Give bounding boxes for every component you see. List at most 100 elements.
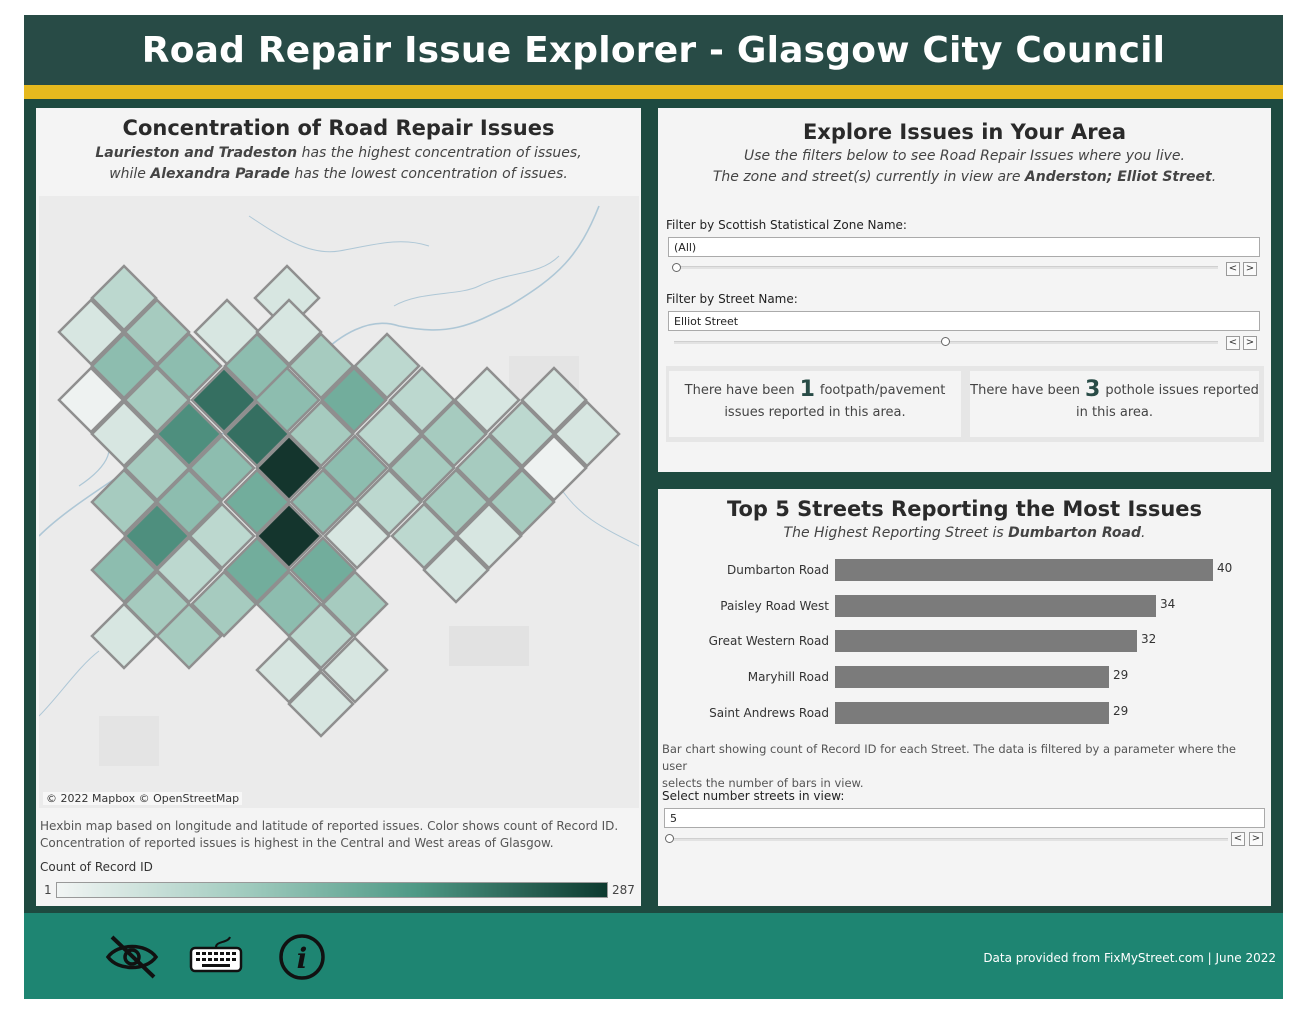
hexbin-cell[interactable] (223, 536, 291, 604)
street-filter-input[interactable]: Elliot Street (668, 311, 1260, 331)
hexbin-cell[interactable] (190, 570, 258, 638)
hexbin-cell[interactable] (388, 434, 456, 502)
hexbin-cell[interactable] (190, 366, 258, 434)
hexbin-cell[interactable] (90, 468, 158, 536)
hexbin-cell[interactable] (90, 602, 158, 670)
streets-count-next-button[interactable]: > (1249, 832, 1263, 846)
hexbin-cell[interactable] (287, 400, 355, 468)
hexbin-cell[interactable] (255, 434, 323, 502)
hexbin-cell[interactable] (289, 468, 357, 536)
bar[interactable] (835, 594, 1156, 617)
hexbin-cell[interactable] (553, 400, 621, 468)
hexbin-cell[interactable] (453, 366, 521, 434)
hexbin-cell[interactable] (355, 468, 423, 536)
hexbin-cell[interactable] (422, 536, 490, 604)
zone-filter-prev-button[interactable]: < (1226, 262, 1240, 276)
hexbin-cell[interactable] (255, 298, 323, 366)
hexbin-cell[interactable] (123, 298, 191, 366)
hexbin-cell[interactable] (223, 468, 291, 536)
hexbin-layer[interactable] (57, 264, 621, 738)
hexbin-cell[interactable] (488, 468, 556, 536)
hexbin-cell[interactable] (321, 570, 389, 638)
hexbin-cell[interactable] (57, 298, 125, 366)
map-attribution[interactable]: © 2022 Mapbox © OpenStreetMap (43, 792, 243, 805)
map-canvas[interactable] (39, 196, 639, 808)
zone-filter-slider-track[interactable] (674, 266, 1218, 269)
hexbin-cell[interactable] (90, 264, 158, 332)
bar-row[interactable]: Great Western Road 32 (658, 630, 1271, 653)
hide-eye-icon[interactable] (104, 933, 160, 981)
street-filter-slider-handle[interactable] (941, 337, 950, 346)
color-legend-min: 1 (44, 883, 52, 897)
bar[interactable] (835, 701, 1109, 724)
hexbin-map[interactable]: © 2022 Mapbox © OpenStreetMap (39, 196, 639, 808)
streets-count-prev-button[interactable]: < (1231, 832, 1245, 846)
hexbin-cell[interactable] (355, 400, 423, 468)
hexbin-cell[interactable] (155, 602, 223, 670)
hexbin-cell[interactable] (390, 502, 458, 570)
hexbin-cell[interactable] (90, 536, 158, 604)
hexbin-cell[interactable] (223, 400, 291, 468)
hexbin-cell[interactable] (422, 468, 490, 536)
hexbin-cell[interactable] (488, 400, 556, 468)
hexbin-cell[interactable] (287, 670, 355, 738)
hexbin-cell[interactable] (289, 536, 357, 604)
hexbin-cell[interactable] (455, 434, 523, 502)
bar[interactable] (835, 666, 1109, 689)
info-icon[interactable]: i (274, 933, 330, 981)
bar-chart-caption: Bar chart showing count of Record ID for… (662, 742, 1236, 790)
hexbin-cell[interactable] (155, 400, 223, 468)
street-filter-label: Filter by Street Name: (666, 292, 798, 306)
bar-row[interactable]: Paisley Road West 34 (658, 594, 1271, 617)
hexbin-cell[interactable] (57, 366, 125, 434)
data-source-credit: Data provided from FixMyStreet.com | Jun… (983, 951, 1276, 965)
bar-row[interactable]: Dumbarton Road 40 (658, 559, 1271, 581)
bar[interactable] (835, 630, 1137, 653)
streets-count-slider-track[interactable] (668, 838, 1228, 841)
hexbin-cell[interactable] (320, 366, 388, 434)
bar-row[interactable]: Maryhill Road 29 (658, 666, 1271, 689)
bar-value-label: 32 (1141, 632, 1157, 647)
hexbin-cell[interactable] (188, 434, 256, 502)
hexbin-cell[interactable] (123, 434, 191, 502)
hexbin-cell[interactable] (353, 332, 421, 400)
hexbin-cell[interactable] (90, 332, 158, 400)
keyboard-icon[interactable] (188, 933, 244, 981)
explore-panel-subtitle: Use the filters below to see Road Repair… (712, 148, 1217, 185)
hexbin-cell[interactable] (455, 502, 523, 570)
zone-filter-slider-handle[interactable] (672, 263, 681, 272)
hexbin-cell[interactable] (155, 536, 223, 604)
hexbin-cell[interactable] (255, 502, 323, 570)
hexbin-cell[interactable] (90, 400, 158, 468)
bar-row[interactable]: Saint Andrews Road 29 (658, 701, 1271, 724)
hexbin-cell[interactable] (323, 502, 391, 570)
hexbin-cell[interactable] (287, 602, 355, 670)
hexbin-cell[interactable] (255, 636, 323, 704)
explore-panel-title: Explore Issues in Your Area (802, 120, 1127, 144)
hexbin-map-panel: Concentration of Road Repair Issues Laur… (36, 108, 641, 906)
hexbin-cell[interactable] (188, 502, 256, 570)
zone-filter-next-button[interactable]: > (1243, 262, 1257, 276)
top-streets-bar-chart[interactable]: Dumbarton Road 40 Paisley Road West 34 Great… (658, 559, 1271, 739)
hexbin-cell[interactable] (123, 366, 191, 434)
hexbin-cell[interactable] (287, 332, 355, 400)
footer-bar: i Data provided from FixMyStreet.com | J… (24, 913, 1283, 999)
hexbin-cell[interactable] (155, 468, 223, 536)
color-legend-max: 287 (612, 883, 635, 897)
hexbin-cell[interactable] (321, 434, 389, 502)
hexbin-cell[interactable] (420, 400, 488, 468)
streets-count-slider-handle[interactable] (665, 834, 674, 843)
hexbin-cell[interactable] (155, 332, 223, 400)
map-panel-subtitle: Laurieston and Tradeston has the highest… (95, 145, 582, 182)
hexbin-cell[interactable] (388, 366, 456, 434)
street-filter-prev-button[interactable]: < (1226, 336, 1240, 350)
zone-filter-input[interactable]: (All) (668, 237, 1260, 257)
hexbin-cell[interactable] (321, 636, 389, 704)
streets-count-param-input[interactable]: 5 (664, 808, 1265, 828)
street-filter-next-button[interactable]: > (1243, 336, 1257, 350)
hexbin-cell[interactable] (123, 502, 191, 570)
hexbin-cell[interactable] (520, 366, 588, 434)
hexbin-cell[interactable] (520, 434, 588, 502)
dashboard-frame: Road Repair Issue Explorer - Glasgow Cit… (24, 15, 1283, 999)
bar[interactable] (835, 559, 1213, 581)
